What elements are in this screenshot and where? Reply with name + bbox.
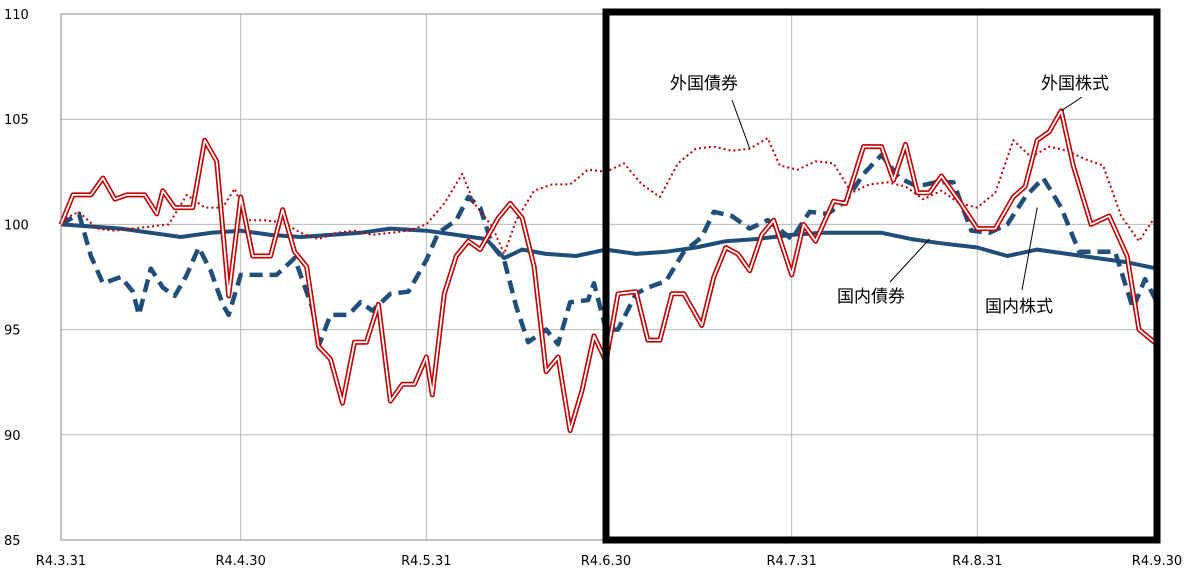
y-tick-label: 95 xyxy=(4,324,21,339)
highlight-box xyxy=(602,8,1161,544)
callout-leader xyxy=(731,99,751,149)
callout-label: 国内債券 xyxy=(837,287,905,307)
x-tick-label: R4.9.30 xyxy=(1132,554,1182,569)
x-tick-label: R4.6.30 xyxy=(581,554,631,569)
x-tick-label: R4.8.31 xyxy=(952,554,1002,569)
y-tick-label: 100 xyxy=(4,218,29,233)
y-tick-label: 90 xyxy=(4,429,21,444)
callout-label: 外国債券 xyxy=(670,74,738,94)
y-tick-label: 110 xyxy=(4,8,29,23)
series-layer xyxy=(58,108,1159,434)
x-tick-label: R4.4.30 xyxy=(215,554,265,569)
x-tick-label: R4.5.31 xyxy=(401,554,451,569)
series-line-inner xyxy=(60,109,1158,432)
series-1 xyxy=(59,152,1159,349)
series-line xyxy=(59,152,1159,349)
callout-leader xyxy=(1021,207,1038,291)
y-tick-label: 105 xyxy=(4,113,29,128)
callout-label: 国内株式 xyxy=(985,297,1053,317)
series-3 xyxy=(58,108,1159,434)
callout-label: 外国株式 xyxy=(1041,74,1109,94)
callout-leader xyxy=(889,238,930,283)
axis-labels: 85 90 95 100 105 110 R4.3.31 R4.4.30 R4.5.31 R4.6… xyxy=(4,8,1182,569)
callout-leader xyxy=(1060,96,1083,112)
series-callouts: 外国債券 外国株式国内債券国内株式 xyxy=(670,74,1109,317)
x-tick-label: R4.3.31 xyxy=(36,554,86,569)
y-tick-label: 85 xyxy=(4,534,21,549)
x-tick-label: R4.7.31 xyxy=(766,554,816,569)
